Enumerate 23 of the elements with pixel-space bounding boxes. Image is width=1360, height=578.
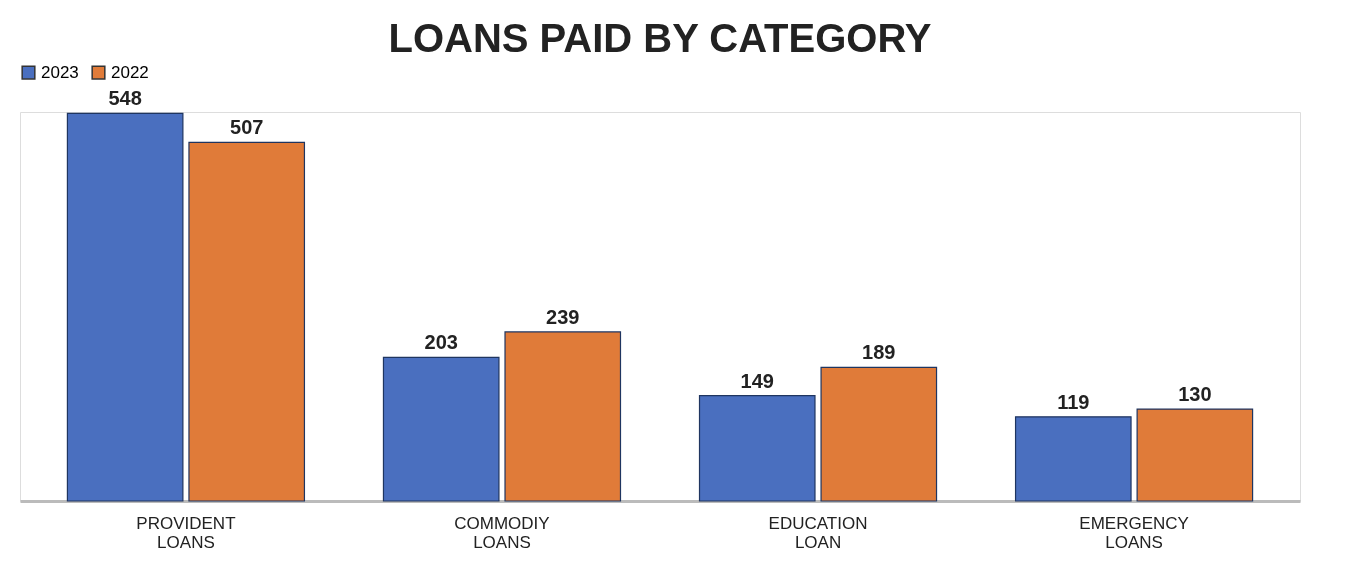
x-tick-label: COMMODIY LOANS bbox=[454, 513, 550, 552]
data-label: 149 bbox=[740, 369, 774, 392]
data-label: 203 bbox=[424, 331, 458, 354]
bar bbox=[1136, 408, 1254, 502]
x-tick-label: PROVIDENT LOANS bbox=[136, 513, 236, 552]
bar bbox=[504, 331, 622, 502]
bar bbox=[698, 395, 816, 502]
legend-label: 2022 bbox=[111, 62, 149, 82]
bar bbox=[1014, 416, 1132, 502]
x-tick-label: EMERGENCY LOANS bbox=[1079, 513, 1189, 552]
bar bbox=[188, 141, 306, 502]
bar bbox=[820, 366, 938, 502]
data-label: 130 bbox=[1178, 383, 1212, 406]
data-label: 239 bbox=[546, 305, 580, 328]
chart-title: LOANS PAID BY CATEGORY bbox=[388, 16, 932, 60]
bar bbox=[382, 356, 500, 502]
x-tick-label: EDUCATION LOAN bbox=[768, 513, 868, 552]
data-label: 507 bbox=[230, 116, 264, 139]
data-label: 119 bbox=[1057, 390, 1090, 413]
data-label: 189 bbox=[862, 341, 896, 364]
legend-label: 2023 bbox=[41, 62, 79, 82]
bar bbox=[66, 112, 184, 502]
data-label: 548 bbox=[108, 87, 142, 110]
